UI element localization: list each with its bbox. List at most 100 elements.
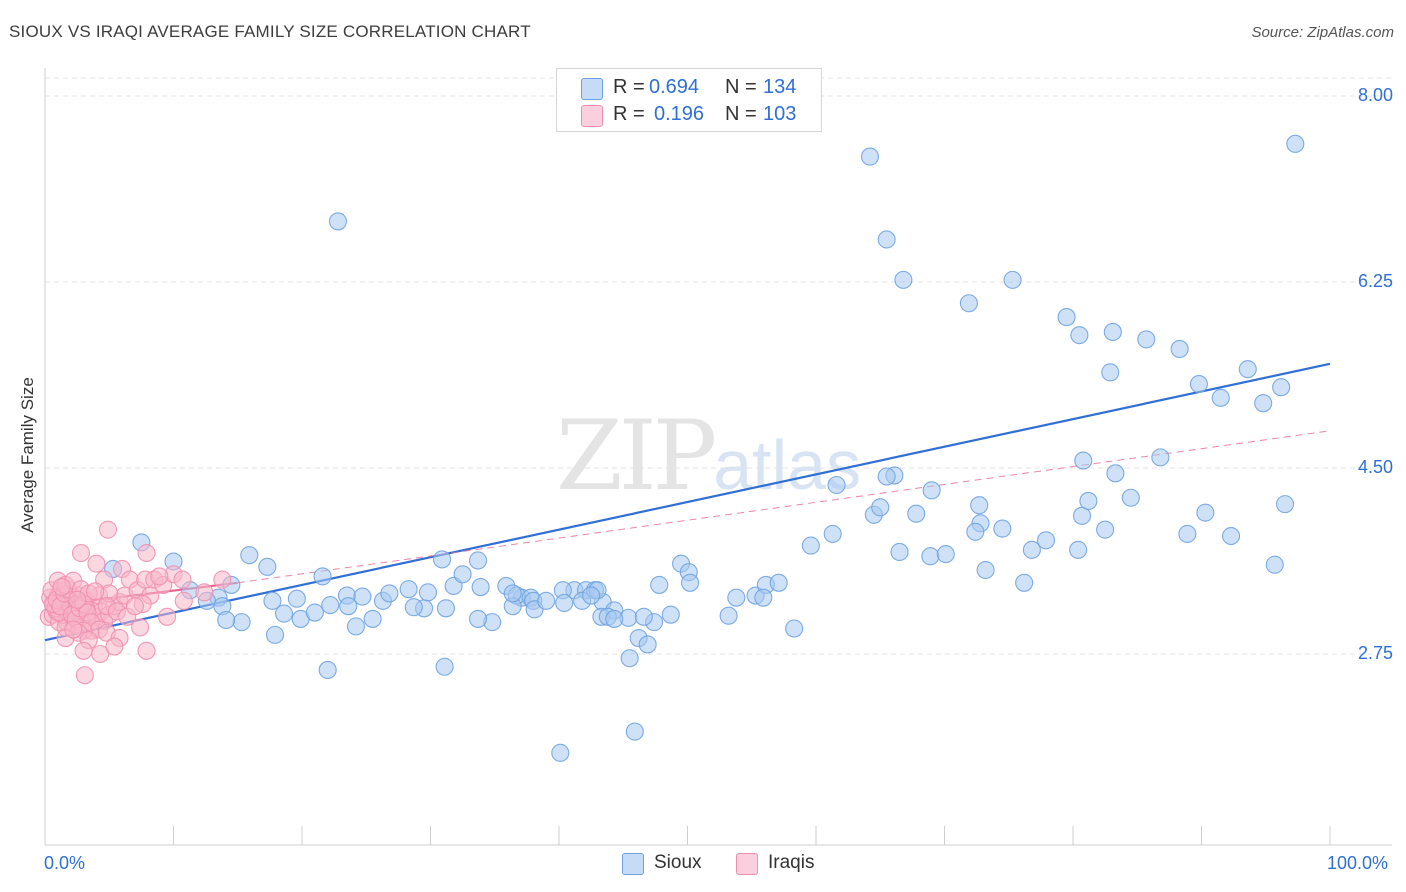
data-points: [39, 134, 1305, 762]
sioux-point: [976, 560, 995, 580]
x-tick-label-min: 0.0%: [44, 853, 86, 873]
sioux-point: [966, 522, 985, 541]
y-tick-label: 2.75: [1357, 643, 1393, 663]
sioux-point: [754, 588, 773, 607]
sioux-trend-line: [44, 362, 1331, 642]
sioux-point: [681, 573, 700, 592]
sioux-point: [661, 605, 680, 624]
sioux-point: [380, 584, 399, 603]
sioux-point: [785, 619, 804, 638]
sioux-point: [1057, 308, 1076, 327]
sioux-point: [1103, 322, 1122, 342]
sioux-point: [263, 591, 282, 610]
sioux-point: [318, 660, 337, 679]
sioux-point: [1265, 555, 1284, 574]
sioux-point: [922, 481, 941, 500]
sioux-point: [240, 546, 259, 565]
iraqis-point: [75, 666, 94, 685]
watermark: ZIPatlas: [556, 400, 861, 512]
sioux-point: [321, 596, 340, 615]
sioux-point: [727, 588, 746, 607]
sioux-point: [1074, 451, 1093, 470]
legend-n-label: N =: [725, 103, 757, 125]
legend-r-value: 0.694: [649, 76, 700, 98]
iraqis-point: [87, 554, 106, 573]
source-label: Source: ZipAtlas.com: [1251, 24, 1394, 41]
sioux-point: [860, 147, 880, 166]
x-tick-label-max: 100.0%: [1327, 853, 1389, 873]
sioux-point: [1106, 464, 1125, 483]
iraqis-point: [74, 641, 93, 660]
sioux-point: [399, 580, 418, 599]
sioux-point: [468, 609, 488, 628]
iraqis-point: [150, 567, 169, 586]
sioux-point: [871, 498, 890, 517]
sioux-point: [993, 519, 1012, 538]
sioux-point: [894, 270, 913, 289]
sioux-point: [274, 604, 294, 623]
y-axis-title: Average Family Size: [18, 377, 37, 533]
iraqis-point: [105, 637, 124, 656]
sioux-point: [907, 504, 926, 523]
sioux-point: [1096, 520, 1115, 539]
legend-label-sioux: Sioux: [654, 852, 702, 873]
legend-r-label: R =: [613, 103, 645, 125]
sioux-point: [1196, 503, 1215, 522]
sioux-point: [1211, 388, 1230, 407]
sioux-point: [1137, 330, 1156, 349]
axes: [44, 68, 1392, 846]
sioux-point: [1121, 488, 1140, 507]
iraqis-point: [137, 641, 156, 660]
legend-n-label: N =: [725, 76, 757, 98]
sioux-point: [346, 617, 366, 636]
sioux-point: [1275, 495, 1295, 514]
sioux-point: [287, 589, 306, 608]
sioux-point: [638, 635, 657, 654]
sioux-point: [1238, 360, 1257, 379]
iraqis-point: [213, 570, 232, 589]
iraqis-trend-extension: [237, 430, 1331, 584]
sioux-point: [625, 722, 644, 741]
sioux-point: [769, 573, 788, 592]
sioux-point: [921, 547, 940, 566]
sioux-point: [1254, 394, 1273, 413]
sioux-point: [823, 524, 842, 543]
sioux-point: [313, 567, 332, 586]
iraqis-point: [131, 618, 150, 637]
sioux-point: [1272, 378, 1291, 397]
iraqis-point: [52, 577, 71, 597]
sioux-point: [650, 575, 669, 594]
sioux-point: [582, 586, 601, 605]
sioux-point: [1151, 448, 1170, 467]
sioux-point: [471, 577, 490, 597]
sioux-point: [339, 597, 358, 616]
sioux-point: [328, 212, 348, 231]
sioux-point: [305, 603, 324, 622]
y-tick-label: 4.50: [1357, 457, 1393, 477]
sioux-point: [353, 587, 372, 606]
sioux-point: [877, 467, 896, 486]
sioux-point: [1079, 491, 1098, 510]
sioux-point: [719, 606, 738, 625]
sioux-point: [827, 475, 846, 495]
sioux-point: [1069, 540, 1088, 559]
sioux-point: [258, 557, 277, 576]
legend-n-value: 134: [763, 76, 797, 98]
sioux-point: [265, 625, 285, 644]
iraqis-point: [64, 620, 83, 639]
y-tick-label: 6.25: [1357, 271, 1393, 291]
sioux-point: [1072, 506, 1092, 525]
iraqis-point: [91, 644, 110, 664]
iraqis-point: [137, 543, 156, 563]
sioux-point: [418, 583, 437, 602]
sioux-point: [634, 607, 653, 626]
sioux-point: [537, 591, 556, 610]
sioux-point: [433, 550, 452, 569]
stats-legend: R = 0.694 N = 134 R = 0.196 N = 103: [556, 68, 822, 132]
iraqis-point: [71, 543, 91, 563]
sioux-point: [936, 545, 955, 564]
legend-r-label: R =: [613, 76, 645, 98]
legend-n-value: 103: [763, 103, 797, 125]
sioux-point: [801, 536, 820, 555]
